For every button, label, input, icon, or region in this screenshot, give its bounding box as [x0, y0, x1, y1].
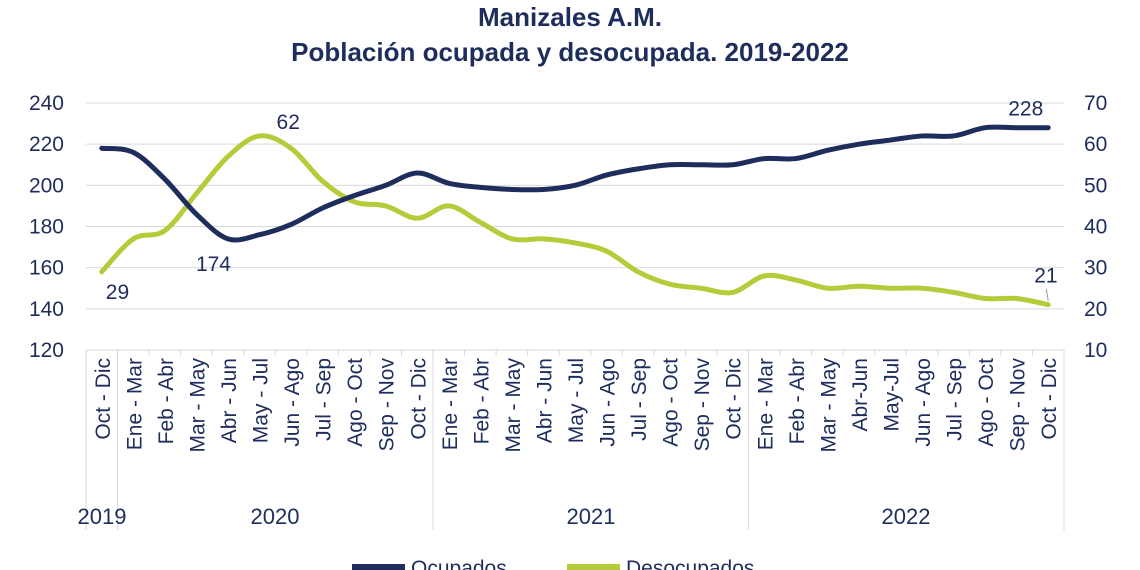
y-right-tick-label: 40 — [1084, 216, 1107, 239]
legend-label-ocupados: Ocupados — [411, 557, 507, 570]
y-left-tick-label: 180 — [29, 216, 64, 239]
chart-title: Manizales A.M. — [478, 2, 662, 32]
x-category-label: Abr - Jun — [533, 358, 556, 443]
x-category-label: Feb - Abr — [786, 358, 809, 444]
x-category-label: May-Jul — [880, 358, 903, 432]
y-left-tick-label: 240 — [29, 92, 64, 115]
x-category-label: Jun - Ago — [597, 358, 620, 447]
y-right-tick-label: 30 — [1084, 257, 1107, 280]
x-category-label: Mar - May — [502, 358, 525, 453]
x-category-label: Oct - Dic — [1038, 358, 1061, 440]
y-left-tick-label: 160 — [29, 257, 64, 280]
x-year-label: 2022 — [882, 504, 931, 529]
legend-label-desocupados: Desocupados — [626, 557, 754, 570]
data-label: 29 — [106, 281, 129, 304]
y-right-tick-label: 50 — [1084, 174, 1107, 197]
x-category-label: Ago - Oct — [344, 358, 367, 447]
x-category-label: Abr-Jun — [849, 358, 872, 432]
x-category-label: Jun - Ago — [281, 358, 304, 447]
x-category-label: Abr - Jun — [218, 358, 241, 443]
x-category-label: Jun - Ago — [912, 358, 935, 447]
y-right-tick-label: 60 — [1084, 133, 1107, 156]
x-category-label: Ago - Oct — [660, 358, 683, 447]
y-right-tick-label: 20 — [1084, 298, 1107, 321]
x-year-label: 2021 — [567, 504, 616, 529]
y-left-tick-label: 140 — [29, 298, 64, 321]
data-label-leader — [1045, 288, 1049, 301]
x-year-label: 2020 — [251, 504, 300, 529]
x-category-label: Jul - Sep — [313, 358, 336, 441]
chart-subtitle: Población ocupada y desocupada. 2019-202… — [291, 37, 849, 67]
x-category-label: Feb - Abr — [470, 358, 493, 444]
x-category-label: May - Jul — [250, 358, 273, 443]
x-category-label: Oct - Dic — [723, 358, 746, 440]
x-category-label: Oct - Dic — [407, 358, 430, 440]
x-category-label: Feb - Abr — [155, 358, 178, 444]
x-category-label: Jul - Sep — [628, 358, 651, 441]
series-line-desocupados — [99, 133, 1051, 308]
x-category-label: Sep - Nov — [691, 358, 714, 452]
x-category-label: Mar - May — [186, 358, 209, 453]
data-label: 62 — [277, 111, 300, 134]
x-category-label: Jul - Sep — [944, 358, 967, 441]
x-category-label: May - Jul — [565, 358, 588, 443]
x-category-label: Ene - Mar — [439, 358, 462, 450]
x-category-label: Ene - Mar — [754, 358, 777, 450]
x-category-label: Sep - Nov — [376, 358, 399, 452]
y-right-tick-label: 10 — [1084, 339, 1107, 362]
x-category-label: Mar - May — [817, 358, 840, 453]
y-left-tick-label: 200 — [29, 174, 64, 197]
y-left-tick-label: 220 — [29, 133, 64, 156]
series-line-ocupados — [99, 124, 1051, 243]
data-label: 174 — [196, 253, 231, 276]
x-year-label: 2019 — [78, 504, 127, 529]
y-right-tick-label: 70 — [1084, 92, 1107, 115]
x-category-label: Oct - Dic — [92, 358, 115, 440]
data-label: 228 — [1008, 98, 1043, 121]
data-label: 21 — [1034, 265, 1057, 288]
x-category-label: Sep - Nov — [1007, 358, 1030, 452]
y-left-tick-label: 120 — [29, 339, 64, 362]
x-category-label: Ene - Mar — [123, 358, 146, 450]
x-category-label: Ago - Oct — [975, 358, 998, 447]
